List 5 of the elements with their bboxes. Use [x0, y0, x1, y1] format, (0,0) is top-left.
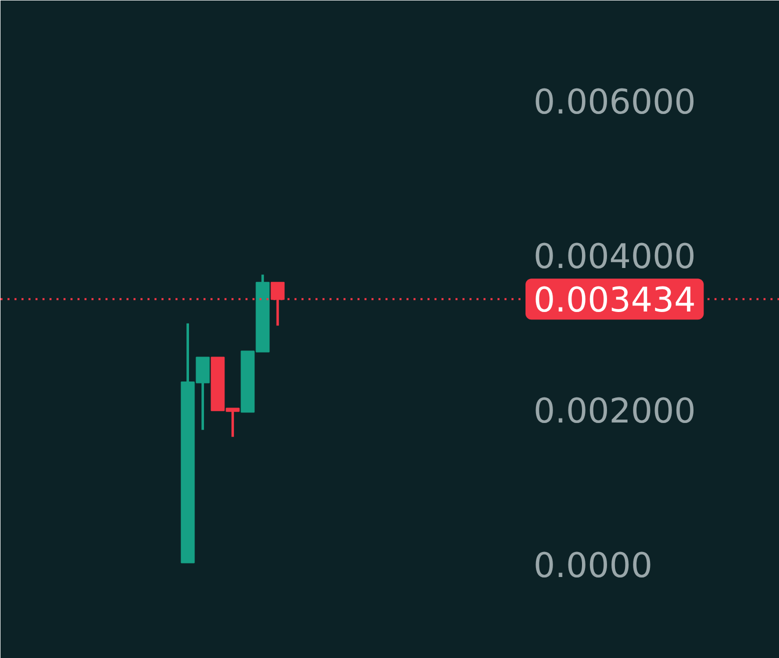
y-tick-label: 0.006000	[534, 82, 696, 122]
y-tick-label: 0.002000	[534, 391, 696, 432]
y-tick-label: 0.0000	[534, 546, 652, 586]
y-tick-label: 0.004000	[534, 236, 696, 277]
ref-line-label: 0.003434	[534, 280, 696, 321]
